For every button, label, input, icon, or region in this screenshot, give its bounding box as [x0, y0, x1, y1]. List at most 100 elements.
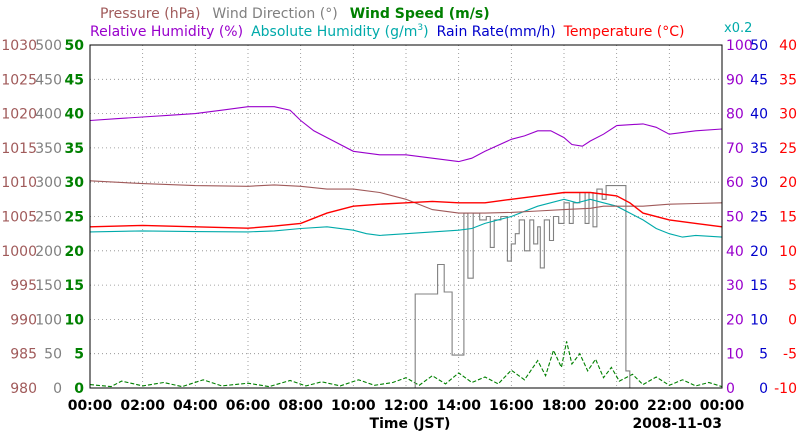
grid: [90, 45, 722, 388]
x-tick-label: 10:00: [331, 398, 376, 414]
left-axes: 1030102510201015101010051000995990985980…: [1, 38, 84, 397]
tick-rain-rate: 5: [759, 347, 768, 363]
tick-wind-speed: 0: [74, 381, 84, 397]
x-tick-label: 00:00: [68, 398, 113, 414]
tick-pressure: 985: [10, 347, 37, 363]
x-tick-label: 18:00: [542, 398, 587, 414]
tick-pressure: 1025: [1, 72, 37, 88]
tick-pressure: 990: [10, 312, 37, 328]
x-tick-label: 16:00: [489, 398, 534, 414]
legend-item: Relative Humidity (%): [90, 24, 243, 40]
legend-item: Wind Speed (m/s): [350, 6, 490, 22]
tick-pressure: 1015: [1, 141, 37, 157]
tick-rain-rate: 15: [750, 278, 768, 294]
tick-wind-speed: 35: [65, 141, 84, 157]
tick-temperature: 25: [779, 141, 797, 157]
tick-rain-rate: 10: [750, 312, 768, 328]
series-layer: [89, 106, 723, 388]
tick-wind-speed: 25: [65, 210, 84, 226]
tick-temperature: 30: [779, 107, 797, 123]
tick-wind-direction: 200: [35, 244, 62, 260]
tick-rain-rate: 35: [750, 141, 768, 157]
tick-humidity: 30: [726, 278, 744, 294]
tick-temperature: 5: [788, 278, 797, 294]
tick-humidity: 70: [726, 141, 744, 157]
x-tick-label: 06:00: [226, 398, 271, 414]
legend-item: Temperature (°C): [563, 24, 685, 40]
tick-pressure: 995: [10, 278, 37, 294]
series-line-pressure: [89, 180, 723, 214]
x-tick-label: 02:00: [120, 398, 165, 414]
tick-humidity: 20: [726, 312, 744, 328]
x-tick-label: 14:00: [436, 398, 481, 414]
tick-wind-direction: 450: [35, 72, 62, 88]
tick-wind-speed: 5: [74, 347, 84, 363]
plot-frame: [89, 44, 723, 389]
tick-temperature: -10: [774, 381, 797, 397]
tick-humidity: 60: [726, 175, 744, 191]
tick-temperature: 10: [779, 244, 797, 260]
tick-pressure: 980: [10, 381, 37, 397]
tick-temperature: 35: [779, 72, 797, 88]
tick-temperature: 20: [779, 175, 797, 191]
tick-rain-rate: 0: [759, 381, 768, 397]
tick-wind-speed: 30: [65, 175, 85, 191]
tick-temperature: 15: [779, 210, 797, 226]
x-tick-label: 08:00: [278, 398, 323, 414]
tick-wind-speed: 15: [65, 278, 84, 294]
tick-wind-direction: 350: [35, 141, 62, 157]
tick-wind-direction: 0: [53, 381, 62, 397]
tick-humidity: 80: [726, 107, 744, 123]
tick-rain-rate: 20: [750, 244, 768, 260]
legend-item: Pressure (hPa): [100, 6, 200, 22]
tick-pressure: 1005: [1, 210, 37, 226]
date-label: 2008-11-03: [632, 416, 722, 432]
tick-humidity: 0: [726, 381, 735, 397]
x-axis-label: Time (JST): [370, 416, 451, 432]
tick-pressure: 1020: [1, 107, 37, 123]
tick-rain-rate: 50: [750, 38, 768, 54]
legend: Pressure (hPa) Wind Direction (°) Wind Spe…: [90, 6, 752, 40]
tick-rain-rate: 25: [750, 210, 768, 226]
tick-wind-direction: 150: [35, 278, 62, 294]
x-tick-label: 04:00: [173, 398, 218, 414]
tick-wind-speed: 45: [65, 72, 84, 88]
tick-temperature: 0: [788, 312, 797, 328]
tick-wind-direction: 300: [35, 175, 62, 191]
series-line-wind-dir: [414, 185, 631, 388]
legend-item: Rain Rate(mm/h): [437, 24, 556, 40]
series-line-rh: [89, 106, 723, 163]
tick-temperature: -5: [783, 347, 797, 363]
right-axes: 1009080706050403020100504540353025201510…: [726, 38, 797, 397]
tick-wind-direction: 250: [35, 210, 62, 226]
tick-humidity: 90: [726, 72, 744, 88]
tick-wind-speed: 40: [65, 107, 85, 123]
tick-humidity: 40: [726, 244, 744, 260]
series-line-wind-speed: [89, 341, 723, 388]
tick-rain-rate: 30: [750, 175, 768, 191]
x-axis: 00:00 02:00 04:00 06:00 08:00 10:00 12:00 14:00…: [68, 398, 745, 414]
tick-pressure: 1000: [1, 244, 37, 260]
tick-wind-direction: 500: [35, 38, 62, 54]
series-line-abs-hum: [89, 198, 723, 238]
tick-rain-rate: 45: [750, 72, 768, 88]
abs-humidity-scale-note: x0.2: [724, 21, 752, 36]
tick-wind-speed: 10: [65, 312, 85, 328]
tick-humidity: 10: [726, 347, 744, 363]
tick-wind-speed: 50: [65, 38, 85, 54]
series-line-temp: [89, 191, 723, 229]
tick-wind-speed: 20: [65, 244, 85, 260]
tick-wind-direction: 100: [35, 312, 62, 328]
tick-wind-direction: 400: [35, 107, 62, 123]
x-tick-label: 20:00: [594, 398, 639, 414]
tick-rain-rate: 40: [750, 107, 768, 123]
legend-item: Absolute Humidity (g/m3): [251, 23, 428, 40]
x-tick-label: 22:00: [647, 398, 692, 414]
tick-pressure: 1030: [1, 38, 37, 54]
tick-temperature: 40: [779, 38, 797, 54]
tick-humidity: 100: [726, 38, 753, 54]
tick-humidity: 50: [726, 210, 744, 226]
x-tick-label: 00:00: [700, 398, 745, 414]
tick-pressure: 1010: [1, 175, 37, 191]
